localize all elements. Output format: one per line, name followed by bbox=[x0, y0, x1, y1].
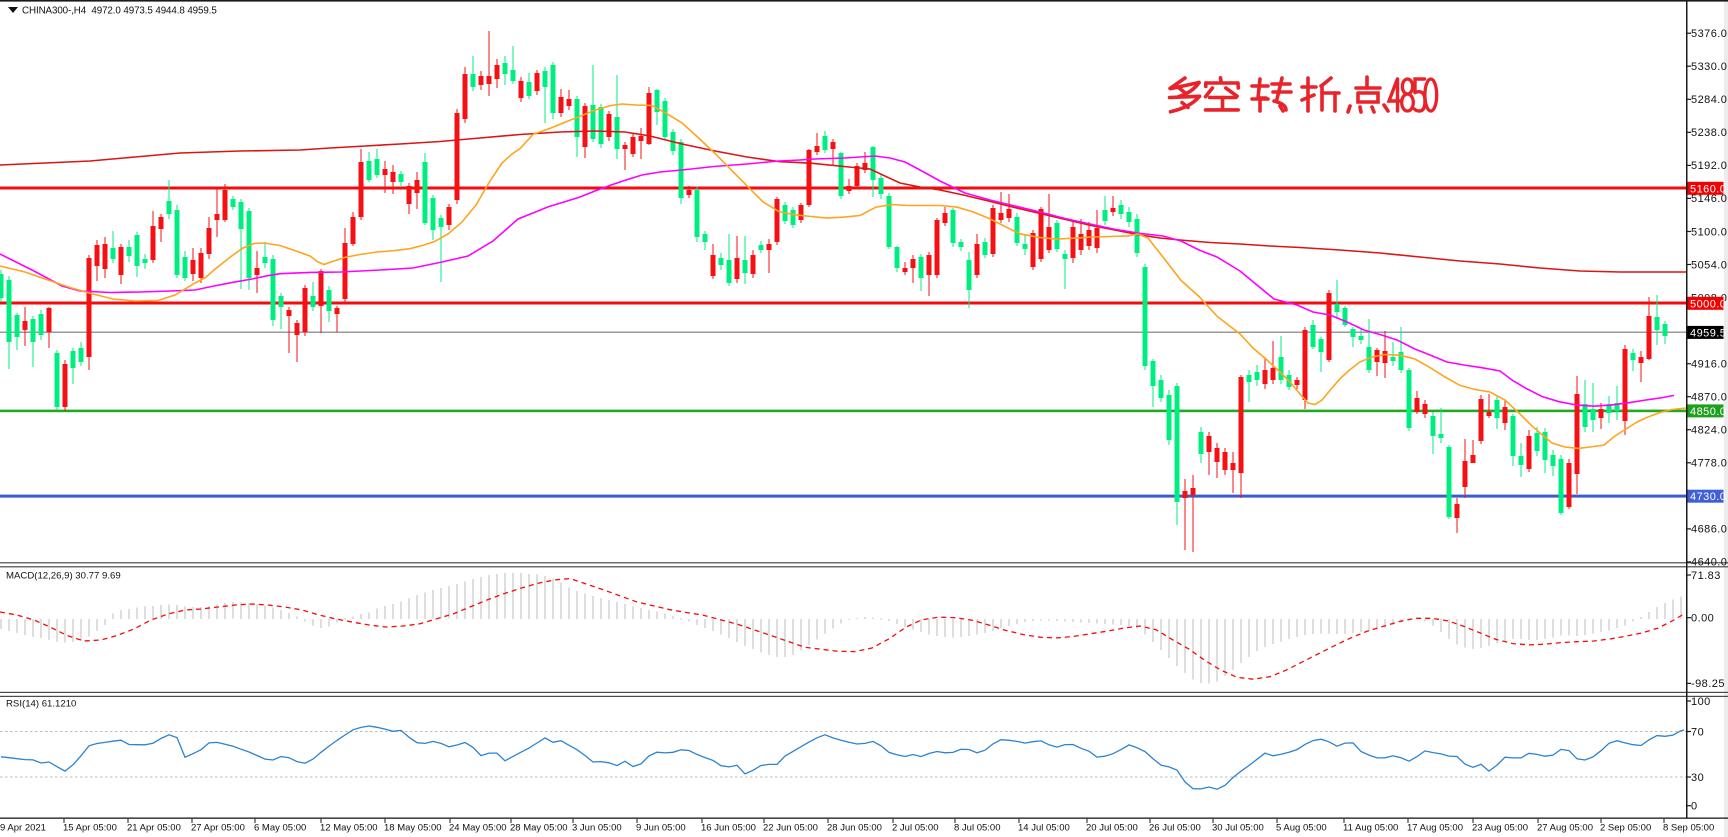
svg-text:-98.25: -98.25 bbox=[1691, 678, 1725, 690]
svg-text:2 Sep 05:00: 2 Sep 05:00 bbox=[1600, 823, 1651, 834]
svg-text:20 Jul 05:00: 20 Jul 05:00 bbox=[1086, 823, 1138, 834]
svg-text:24 May 05:00: 24 May 05:00 bbox=[449, 823, 507, 834]
svg-text:RSI(14) 61.1210: RSI(14) 61.1210 bbox=[6, 699, 76, 710]
svg-text:4686.0: 4686.0 bbox=[1691, 524, 1727, 536]
svg-text:30: 30 bbox=[1691, 772, 1704, 784]
svg-text:22 Jun 05:00: 22 Jun 05:00 bbox=[763, 823, 818, 834]
svg-text:27 Aug 05:00: 27 Aug 05:00 bbox=[1537, 823, 1593, 834]
svg-text:5376.0: 5376.0 bbox=[1691, 28, 1727, 40]
svg-text:CHINA300-,H4 4972.0 4973.5 49: CHINA300-,H4 4972.0 4973.5 4944.8 4959.5 bbox=[22, 6, 217, 17]
svg-text:9 Jun 05:00: 9 Jun 05:00 bbox=[636, 823, 686, 834]
svg-text:16 Jun 05:00: 16 Jun 05:00 bbox=[701, 823, 756, 834]
svg-text:27 Apr 05:00: 27 Apr 05:00 bbox=[191, 823, 245, 834]
svg-text:4730.0: 4730.0 bbox=[1690, 491, 1726, 503]
svg-text:5284.0: 5284.0 bbox=[1691, 94, 1727, 106]
svg-text:6 May 05:00: 6 May 05:00 bbox=[254, 823, 306, 834]
svg-text:14 Jul 05:00: 14 Jul 05:00 bbox=[1018, 823, 1070, 834]
svg-text:5000.0: 5000.0 bbox=[1690, 298, 1726, 310]
svg-text:5192.0: 5192.0 bbox=[1691, 160, 1727, 172]
svg-text:21 Apr 05:00: 21 Apr 05:00 bbox=[127, 823, 181, 834]
svg-text:4824.0: 4824.0 bbox=[1691, 425, 1727, 437]
svg-text:5330.0: 5330.0 bbox=[1691, 61, 1727, 73]
svg-text:11 Aug 05:00: 11 Aug 05:00 bbox=[1343, 823, 1398, 834]
svg-text:9 Apr 2021: 9 Apr 2021 bbox=[0, 823, 46, 834]
svg-text:4778.0: 4778.0 bbox=[1691, 458, 1727, 470]
svg-text:5054.0: 5054.0 bbox=[1691, 259, 1727, 271]
svg-text:MACD(12,26,9) 30.77 9.69: MACD(12,26,9) 30.77 9.69 bbox=[6, 571, 121, 582]
svg-text:26 Jul 05:00: 26 Jul 05:00 bbox=[1149, 823, 1201, 834]
svg-text:15 Apr 05:00: 15 Apr 05:00 bbox=[63, 823, 117, 834]
svg-text:5146.0: 5146.0 bbox=[1691, 193, 1727, 205]
svg-text:4640.0: 4640.0 bbox=[1691, 557, 1727, 569]
svg-text:4850.0: 4850.0 bbox=[1690, 406, 1726, 418]
svg-text:100: 100 bbox=[1691, 696, 1711, 708]
svg-text:12 May 05:00: 12 May 05:00 bbox=[320, 823, 378, 834]
svg-text:4870.0: 4870.0 bbox=[1691, 392, 1727, 404]
svg-text:28 May 05:00: 28 May 05:00 bbox=[510, 823, 568, 834]
svg-text:2 Jul 05:00: 2 Jul 05:00 bbox=[892, 823, 938, 834]
svg-text:71.83: 71.83 bbox=[1691, 570, 1721, 582]
svg-text:3 Jun 05:00: 3 Jun 05:00 bbox=[572, 823, 622, 834]
svg-text:0: 0 bbox=[1691, 801, 1698, 813]
svg-text:23 Aug 05:00: 23 Aug 05:00 bbox=[1472, 823, 1528, 834]
svg-text:5100.0: 5100.0 bbox=[1691, 226, 1727, 238]
svg-text:0.00: 0.00 bbox=[1691, 613, 1714, 625]
svg-text:8 Sep 05:00: 8 Sep 05:00 bbox=[1663, 823, 1714, 834]
svg-text:5 Aug 05:00: 5 Aug 05:00 bbox=[1276, 823, 1327, 834]
svg-text:18 May 05:00: 18 May 05:00 bbox=[384, 823, 442, 834]
svg-text:70: 70 bbox=[1691, 726, 1704, 738]
svg-text:5160.0: 5160.0 bbox=[1690, 183, 1726, 195]
svg-text:4916.0: 4916.0 bbox=[1691, 359, 1727, 371]
svg-text:4959.5: 4959.5 bbox=[1690, 327, 1726, 339]
svg-text:17 Aug 05:00: 17 Aug 05:00 bbox=[1407, 823, 1463, 834]
svg-text:30 Jul 05:00: 30 Jul 05:00 bbox=[1212, 823, 1264, 834]
svg-text:28 Jun 05:00: 28 Jun 05:00 bbox=[827, 823, 882, 834]
svg-text:5238.0: 5238.0 bbox=[1691, 127, 1727, 139]
svg-text:8 Jul 05:00: 8 Jul 05:00 bbox=[954, 823, 1000, 834]
